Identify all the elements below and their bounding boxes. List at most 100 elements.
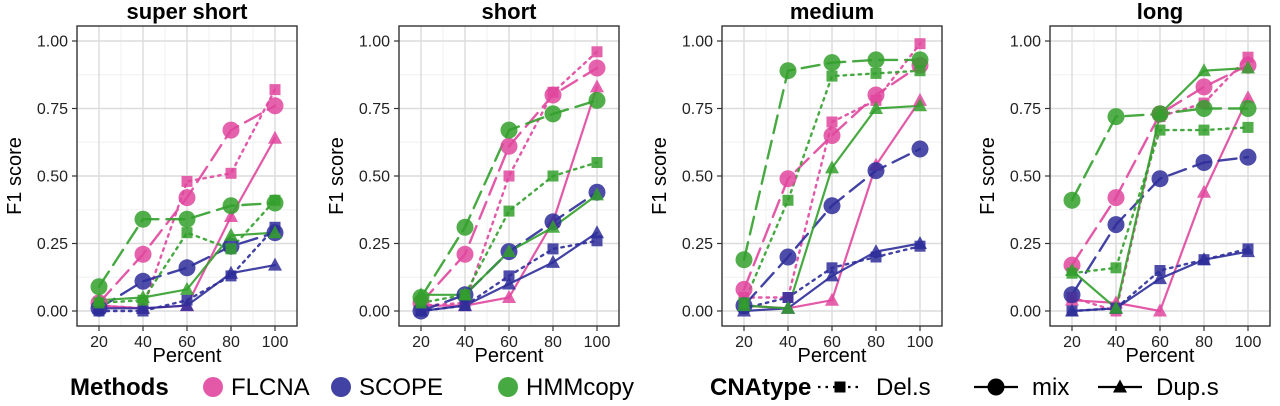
point-hmmcopy-mix xyxy=(867,51,885,69)
point-flcna-mix xyxy=(222,121,240,139)
point-hmmcopy-dels xyxy=(1242,121,1254,133)
point-flcna-mix xyxy=(779,170,797,188)
legend: Methods FLCNA SCOPE HMMcopy CNAtype Del.s m… xyxy=(70,374,1219,401)
series-group xyxy=(1063,51,1257,317)
point-hmmcopy-dels xyxy=(225,243,237,255)
point-hmmcopy-mix xyxy=(222,197,240,215)
y-tick-label: 0.00 xyxy=(682,304,713,321)
point-hmmcopy-dups xyxy=(737,298,751,312)
point-scope-dups xyxy=(869,244,883,258)
point-hmmcopy-dups xyxy=(458,287,472,301)
y-tick-label: 0.50 xyxy=(1010,169,1041,186)
point-hmmcopy-mix xyxy=(134,210,152,228)
series-line-flcna-dels xyxy=(1070,56,1250,313)
point-hmmcopy-dels xyxy=(1154,124,1166,136)
point-hmmcopy-mix xyxy=(90,278,108,296)
legend-label-scope: SCOPE xyxy=(359,374,443,401)
point-flcna-mix xyxy=(500,137,518,155)
y-tick-label: 0.00 xyxy=(37,304,68,321)
point-flcna-mix xyxy=(456,245,474,263)
y-tick-label: 0.25 xyxy=(37,236,68,253)
legend-methods-title: Methods xyxy=(70,374,169,401)
point-scope-dups xyxy=(268,257,282,271)
series-line-flcna-mix xyxy=(742,64,922,291)
y-tick-label: 0.50 xyxy=(37,169,68,186)
point-hmmcopy-dups xyxy=(92,292,106,306)
point-scope-mix xyxy=(911,140,929,158)
point-scope-dups xyxy=(1065,303,1079,317)
x-tick-label: 100 xyxy=(907,334,934,351)
legend-key-flcna xyxy=(203,377,223,397)
point-flcna-dups xyxy=(1197,184,1211,198)
legend-key-scope xyxy=(331,377,351,397)
point-hmmcopy-dups xyxy=(1153,106,1167,120)
point-flcna-dups xyxy=(224,209,238,222)
y-tick-label: 0.75 xyxy=(359,101,390,118)
legend-label-flcna: FLCNA xyxy=(231,374,310,401)
legend-methods: FLCNA SCOPE HMMcopy xyxy=(203,374,634,401)
panel-2: short 0.00 0.25 0.50 0.75 1.00 20 40 60 80 100 Perc… xyxy=(326,0,620,367)
x-axis-title: Percent xyxy=(153,345,222,367)
legend-key-hmmcopy xyxy=(498,377,518,397)
y-tick-label: 1.00 xyxy=(1010,34,1041,51)
point-flcna-mix xyxy=(735,280,753,298)
y-tick-label: 0.00 xyxy=(359,304,390,321)
point-hmmcopy-dups xyxy=(1109,300,1123,314)
point-scope-mix xyxy=(1195,154,1213,171)
point-flcna-dels xyxy=(914,38,926,50)
x-tick-label: 40 xyxy=(134,334,152,351)
point-scope-mix xyxy=(823,197,841,215)
y-axis-title: F1 score xyxy=(977,137,999,215)
point-hmmcopy-dups xyxy=(869,101,883,114)
series-group xyxy=(412,46,606,320)
point-hmmcopy-dels xyxy=(870,67,882,79)
point-scope-mix xyxy=(867,162,885,180)
point-flcna-dels xyxy=(181,175,193,187)
x-tick-label: 60 xyxy=(500,334,518,351)
point-hmmcopy-dups xyxy=(414,287,428,301)
point-hmmcopy-dups xyxy=(136,290,150,303)
point-scope-mix xyxy=(1239,148,1257,166)
x-tick-label: 20 xyxy=(90,334,108,351)
point-hmmcopy-dups xyxy=(913,98,927,112)
point-hmmcopy-dups xyxy=(1197,63,1211,77)
point-flcna-dels xyxy=(503,170,515,182)
x-tick-label: 20 xyxy=(1063,334,1081,351)
series-line-hmmcopy-mix xyxy=(97,201,277,288)
point-flcna-dels xyxy=(225,167,237,179)
x-tick-label: 100 xyxy=(262,334,289,351)
point-hmmcopy-mix xyxy=(1195,100,1213,117)
point-flcna-mix xyxy=(588,59,606,77)
point-hmmcopy-dels xyxy=(826,70,838,82)
point-scope-dels xyxy=(1154,265,1166,276)
x-tick-label: 40 xyxy=(1107,334,1125,351)
legend-key-dups xyxy=(1113,379,1127,393)
y-axis-title: F1 score xyxy=(326,137,348,215)
y-tick-label: 1.00 xyxy=(682,34,713,51)
series-group xyxy=(90,84,284,317)
x-axis-title: Percent xyxy=(475,345,544,367)
legend-key-mix xyxy=(987,378,1005,396)
panel-title: medium xyxy=(790,0,874,24)
point-hmmcopy-mix xyxy=(779,62,797,80)
series-group xyxy=(735,38,929,317)
legend-cnatype-title: CNAtype xyxy=(710,374,811,401)
y-tick-label: 0.75 xyxy=(37,101,68,118)
point-hmmcopy-dups xyxy=(268,225,282,239)
panel-title: super short xyxy=(126,0,248,24)
point-scope-dels xyxy=(547,243,559,255)
point-hmmcopy-mix xyxy=(823,54,841,72)
y-axis-title: F1 score xyxy=(4,137,26,215)
point-hmmcopy-dels xyxy=(591,157,603,168)
point-hmmcopy-dups xyxy=(1065,263,1079,276)
point-flcna-mix xyxy=(544,86,562,104)
legend-cnatypes: Del.s mix Dup.s xyxy=(818,374,1219,401)
point-scope-dups xyxy=(136,300,150,314)
x-tick-label: 20 xyxy=(735,334,753,351)
point-scope-dups xyxy=(1197,252,1211,266)
y-tick-label: 0.25 xyxy=(1010,236,1041,253)
point-flcna-dups xyxy=(825,292,839,306)
point-hmmcopy-dups xyxy=(1241,60,1255,74)
point-scope-dups xyxy=(546,254,560,268)
